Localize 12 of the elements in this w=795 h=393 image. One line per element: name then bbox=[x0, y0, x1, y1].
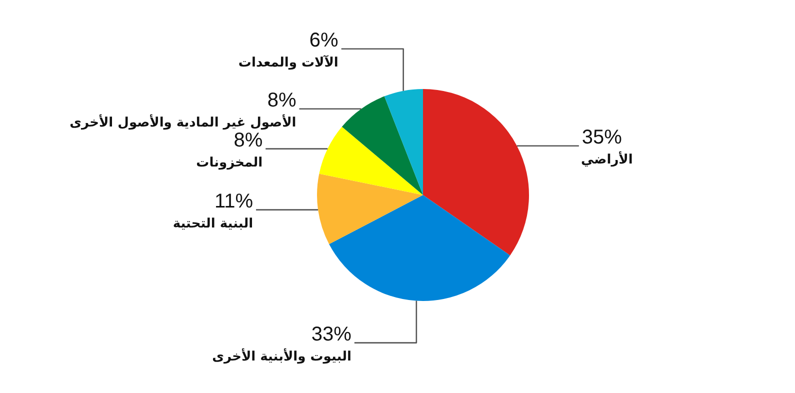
data-label: 35% bbox=[582, 126, 622, 148]
data-label: 8% bbox=[234, 129, 263, 152]
slice-label: الأراضي bbox=[581, 150, 633, 168]
data-label: 11% bbox=[214, 190, 254, 212]
slice-label: المخزونات bbox=[196, 156, 263, 171]
data-label: 8% bbox=[267, 89, 296, 112]
slice-label: الآلات والمعدات bbox=[238, 54, 338, 71]
slice-label: البنية التحتية bbox=[172, 216, 254, 232]
data-label: 6% bbox=[309, 29, 339, 52]
data-label: 33% bbox=[311, 323, 352, 346]
slice-label: البيوت والأبنية الأخرى bbox=[212, 348, 352, 365]
slice-label: الأصول غير المادية والأصول الأخرى bbox=[70, 114, 296, 131]
